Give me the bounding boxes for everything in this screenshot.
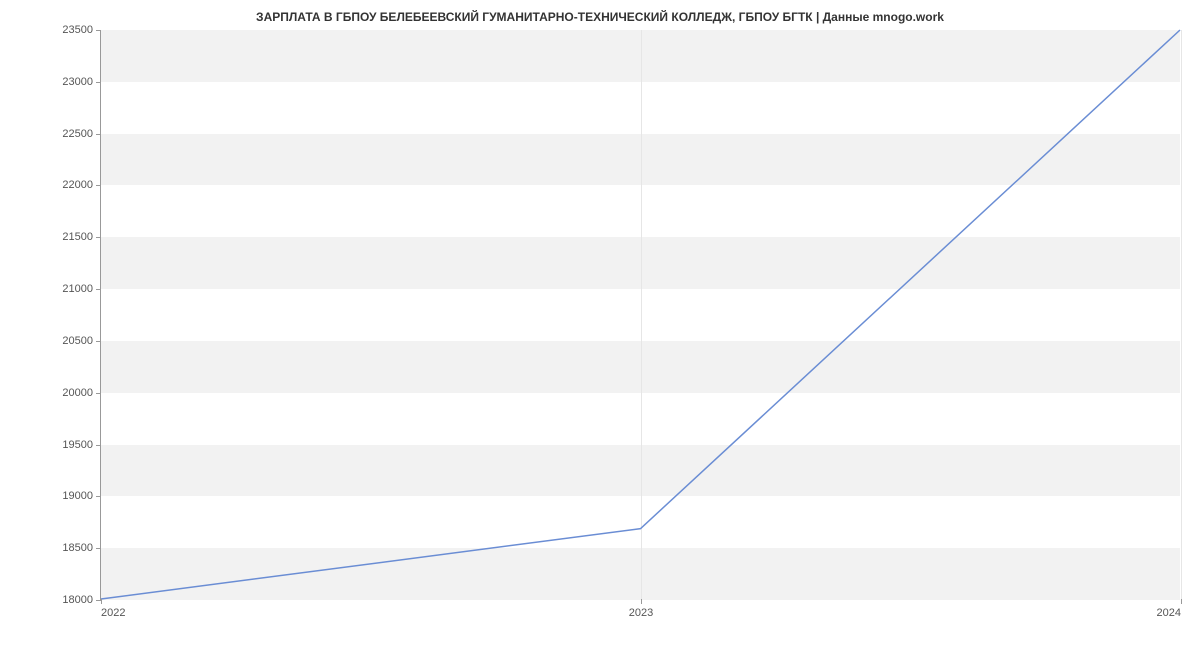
y-tick-label: 20000 [62, 387, 101, 399]
y-tick-label: 19000 [62, 490, 101, 502]
y-tick-label: 18000 [62, 594, 101, 606]
x-tick-label: 2023 [629, 599, 653, 619]
chart-container: 18000 18500 19000 19500 20000 20500 21000 21500… [0, 0, 1200, 650]
y-tick-label: 21000 [62, 283, 101, 295]
x-tick-label: 2022 [101, 599, 125, 619]
y-tick-label: 22500 [62, 128, 101, 140]
y-tick-label: 23000 [62, 76, 101, 88]
y-tick-label: 20500 [62, 335, 101, 347]
y-tick-label: 22000 [62, 179, 101, 191]
x-tick-label: 2024 [1157, 599, 1181, 619]
y-tick-label: 18500 [62, 542, 101, 554]
plot-area: 1800018500190001950020000205002100021500… [100, 30, 1180, 600]
y-tick-label: 21500 [62, 231, 101, 243]
series-line-salary [101, 30, 1180, 599]
x-gridline [1181, 30, 1182, 599]
x-tick-mark [1181, 599, 1182, 604]
line-layer [101, 30, 1180, 599]
y-tick-label: 19500 [62, 439, 101, 451]
y-tick-label: 23500 [62, 24, 101, 36]
